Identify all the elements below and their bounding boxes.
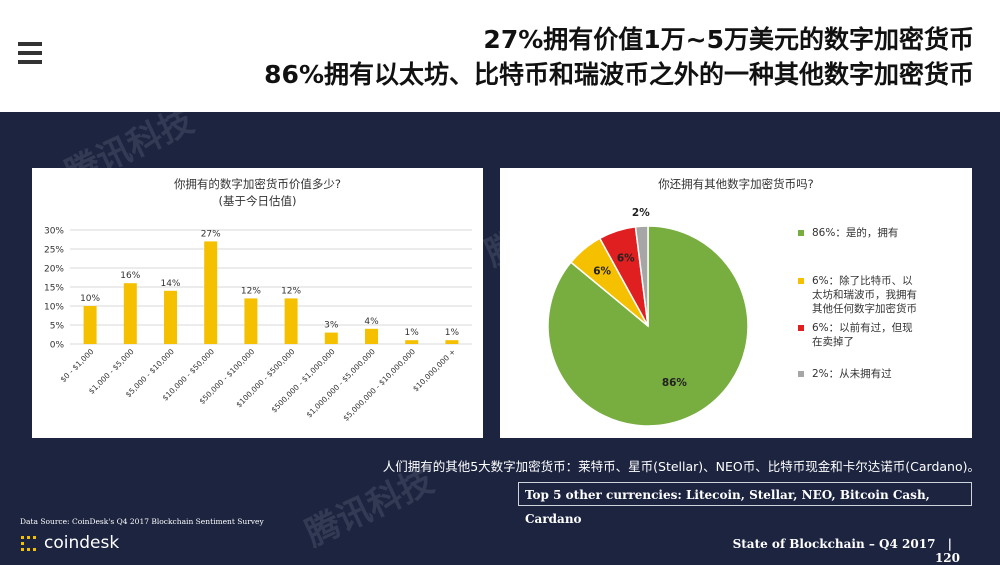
legend-swatch-gray <box>798 371 804 377</box>
pie-data-label: 6% <box>593 266 611 278</box>
bar-data-label: 4% <box>364 317 379 327</box>
bar-chart-subtitle: (基于今日估值) <box>218 194 297 208</box>
pie-slice <box>634 225 649 327</box>
bar <box>244 298 258 344</box>
bar <box>445 340 459 344</box>
y-tick-label: 20% <box>44 265 64 275</box>
bar <box>83 306 97 344</box>
header-bar: 27%拥有价值1万~5万美元的数字加密货币 86%拥有以太坊、比特币和瑞波币之外… <box>0 0 1000 112</box>
legend-item-other: 6%：除了比特币、以 太坊和瑞波币，我拥有 其他任何数字加密货币 <box>798 274 917 316</box>
footer-separator: | <box>947 537 952 551</box>
x-tick-label: $1,000,000 - $5,000,000 <box>305 347 378 420</box>
bar-chart: 0% 5% 10% 15% 20% 25% 30% 10% $0 - $1,000 16% $1,0… <box>44 227 472 423</box>
pie-chart-panel: 你还拥有其他数字加密货币吗? 86% 6% 6% 2% 86%：是的，拥有 6%：除了… <box>500 168 972 438</box>
bar <box>365 328 378 344</box>
legend-label: 2%：从未拥有过 <box>812 368 892 380</box>
x-tick-label: $0 - $1,000 <box>59 347 96 384</box>
legend-label: 86%：是的，拥有 <box>812 227 899 239</box>
legend-item-sold: 6%：以前有过，但现 在卖掉了 <box>798 321 913 349</box>
bar-data-label: 12% <box>241 286 261 296</box>
legend-item-never: 2%：从未拥有过 <box>798 367 892 381</box>
note-chinese: 人们拥有的其他5大数字加密货币：莱特币、星币(Stellar)、NEO币、比特币… <box>382 459 980 474</box>
legend-swatch-red <box>798 325 804 331</box>
bar-data-label: 3% <box>324 321 339 331</box>
x-tick-label: $5,000,000 - $10,000,000 <box>341 347 417 423</box>
legend-label: 太坊和瑞波币，我拥有 <box>812 289 917 301</box>
title-line-2: 86%拥有以太坊、比特币和瑞波币之外的一种其他数字加密货币 <box>264 60 974 89</box>
pie-chart-title: 你还拥有其他数字加密货币吗? <box>658 177 814 191</box>
legend-item-yes: 86%：是的，拥有 <box>798 226 899 240</box>
legend-label: 其他任何数字加密货币 <box>812 303 917 315</box>
y-tick-label: 5% <box>50 322 65 332</box>
bar <box>204 241 218 344</box>
bar <box>405 340 419 344</box>
coindesk-logo-icon <box>21 536 36 551</box>
pie-chart: 86% 6% 6% 2% <box>547 207 749 427</box>
y-tick-label: 0% <box>50 341 65 351</box>
bar <box>284 298 298 344</box>
bar-data-label: 14% <box>160 279 180 289</box>
legend-swatch-green <box>798 230 804 236</box>
bar <box>123 283 137 344</box>
bar-data-label: 10% <box>80 294 100 304</box>
page-footer: State of Blockchain – Q4 2017 | 120 <box>720 537 960 565</box>
legend-label: 6%：以前有过，但现 <box>812 322 913 334</box>
bar-data-label: 1% <box>405 328 420 338</box>
data-source: Data Source: CoinDesk's Q4 2017 Blockcha… <box>20 517 264 526</box>
page-number: 120 <box>934 551 960 565</box>
bar-data-label: 1% <box>445 328 460 338</box>
title-line-1: 27%拥有价值1万~5万美元的数字加密货币 <box>483 25 974 54</box>
bar <box>324 332 338 344</box>
report-name: State of Blockchain – Q4 2017 <box>732 537 936 551</box>
bar-data-label: 27% <box>201 229 221 239</box>
hamburger-menu-icon[interactable] <box>18 42 42 64</box>
pie-data-label: 6% <box>617 253 635 265</box>
pie-data-label: 86% <box>662 377 688 389</box>
legend-label: 6%：除了比特币、以 <box>812 275 913 287</box>
legend-label: 在卖掉了 <box>812 336 854 348</box>
pie-data-label: 2% <box>632 207 650 219</box>
y-tick-label: 15% <box>44 284 64 294</box>
note-english-box: Top 5 other currencies: Litecoin, Stella… <box>518 482 972 526</box>
bar-data-label: 16% <box>120 271 140 281</box>
y-tick-label: 10% <box>44 303 64 313</box>
legend-swatch-yellow <box>798 278 804 284</box>
bar-chart-panel: 你拥有的数字加密货币价值多少? (基于今日估值) 0% 5% 10% 15% 20% 25… <box>32 168 483 438</box>
page-title: 27%拥有价值1万~5万美元的数字加密货币 86%拥有以太坊、比特币和瑞波币之外… <box>264 22 974 92</box>
x-tick-label: $10,000,000 + <box>411 347 457 393</box>
bar-data-label: 12% <box>281 286 301 296</box>
bar <box>164 290 177 344</box>
y-tick-label: 30% <box>44 227 64 237</box>
y-tick-label: 25% <box>44 246 64 256</box>
logo-text: coindesk <box>44 533 120 553</box>
bar-chart-title: 你拥有的数字加密货币价值多少? <box>173 177 342 191</box>
